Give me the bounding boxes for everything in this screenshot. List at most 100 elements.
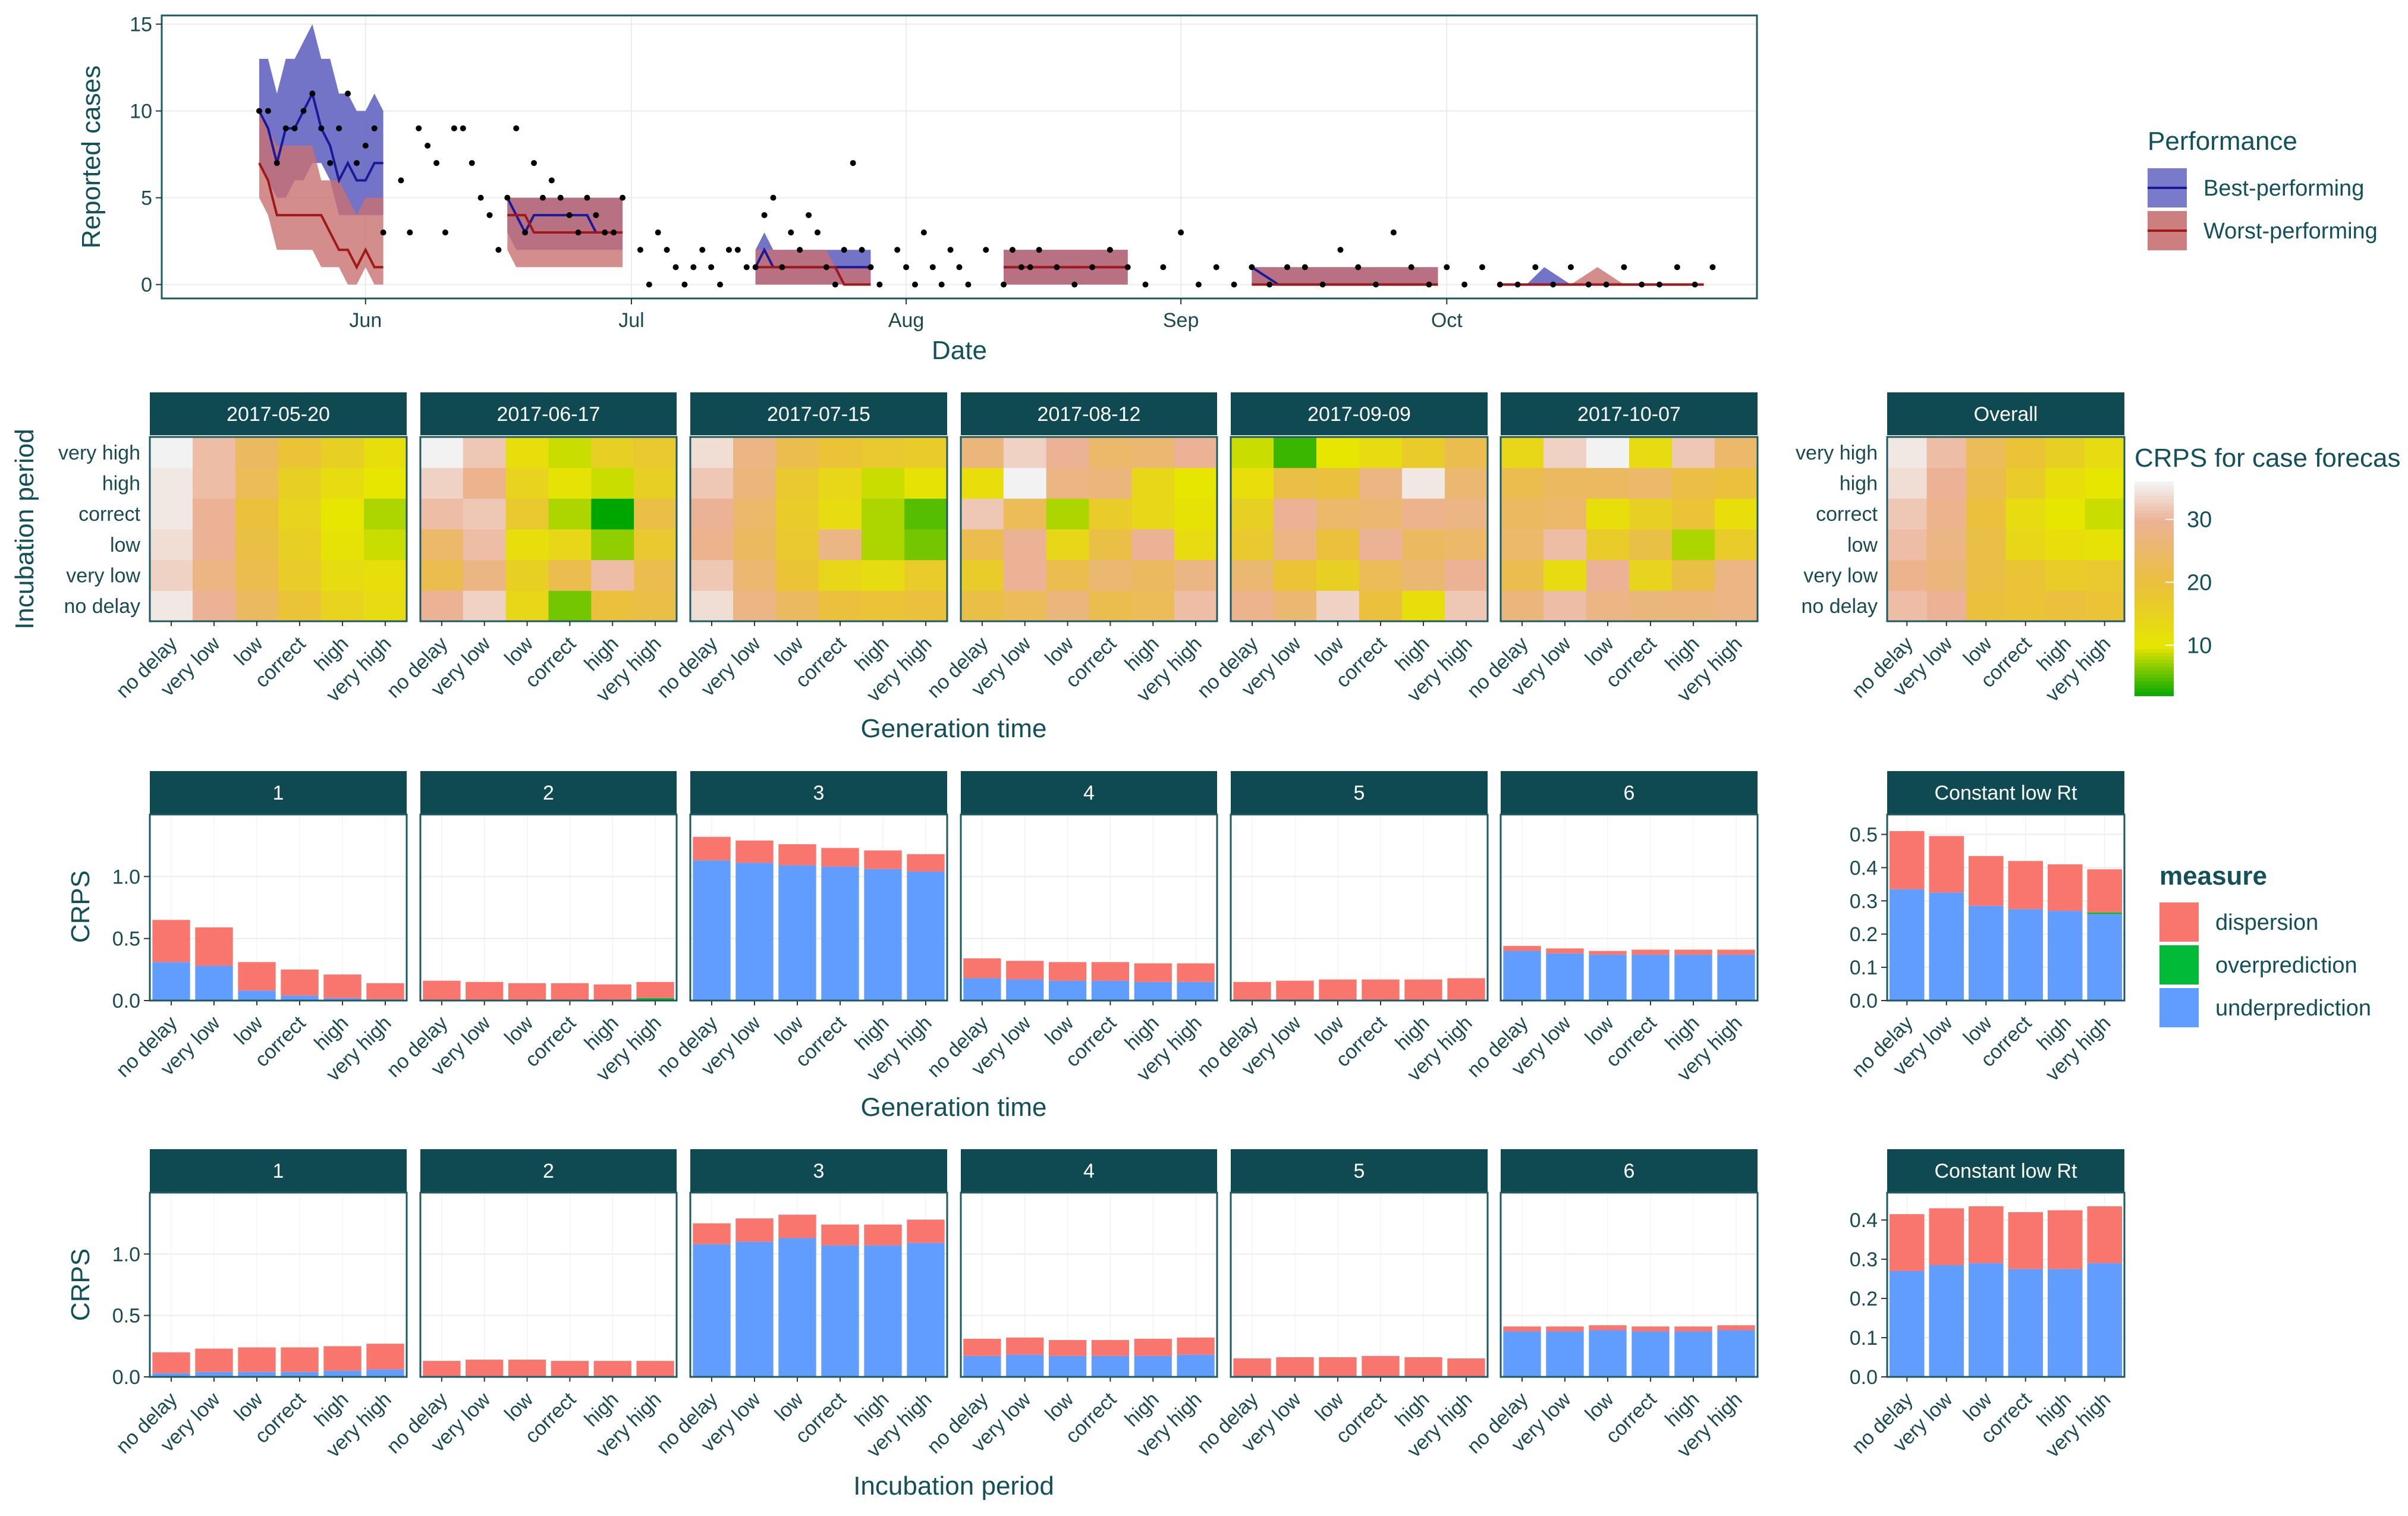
panel-border [689, 436, 948, 622]
heatmap-cell [2005, 590, 2046, 622]
heatmap-cell [1046, 529, 1089, 561]
dispersion-bar [423, 1361, 461, 1377]
y-tick-label: 15 [130, 14, 152, 36]
heatmap-cell [505, 529, 549, 561]
y-tick-label: 0.4 [1850, 1209, 1878, 1232]
heatmap-cell [1316, 529, 1360, 561]
y-tick-label: 0.5 [1850, 824, 1878, 847]
colorbar-segment [2134, 631, 2174, 636]
heatmap-cell [2085, 437, 2125, 468]
observed-point [876, 281, 883, 288]
heatmap-cell [1629, 498, 1673, 530]
colorbar-segment [2134, 585, 2174, 589]
heatmap-cell [1926, 529, 1967, 561]
y-tick-label: no delay [64, 595, 140, 618]
heatmap-cell [1274, 437, 1317, 468]
heatmap-cell [1089, 498, 1132, 530]
heatmap-cell [862, 437, 905, 468]
dispersion-bar [963, 1338, 1001, 1356]
facet-strip-label: 1 [273, 782, 284, 804]
dispersion-bar [907, 854, 945, 872]
y-tick-label: 0.0 [112, 990, 140, 1012]
x-axis-title: Generation time [860, 1093, 1046, 1122]
heatmap-cell [733, 529, 777, 561]
dispersion-bar [366, 1344, 404, 1370]
colorbar-segment [2134, 596, 2174, 600]
heatmap-cell [591, 437, 634, 468]
observed-point [336, 125, 342, 131]
observed-point [983, 247, 989, 253]
colorbar-segment [2134, 614, 2174, 618]
heatmap-cell [1586, 529, 1630, 561]
observed-point [894, 247, 901, 253]
heatmap-cell [1445, 467, 1488, 499]
dispersion-bar [1717, 949, 1755, 955]
observed-point [1621, 264, 1627, 271]
legend-label: Worst-performing [2203, 219, 2378, 244]
heatmap-cell [1445, 498, 1488, 530]
dispersion-bar [1404, 1357, 1442, 1377]
heatmap-cell [278, 529, 322, 561]
observed-point [1178, 229, 1184, 236]
heatmap-cell [1174, 559, 1218, 591]
colorbar-segment [2134, 599, 2174, 603]
underprediction-bar [1631, 954, 1670, 1001]
observed-point [1071, 281, 1078, 288]
observed-point [1302, 264, 1308, 271]
dispersion-bar [2087, 869, 2123, 913]
observed-point [1532, 264, 1539, 271]
heatmap-cell [2085, 559, 2125, 591]
heatmap-cell [1174, 437, 1218, 468]
observed-point [1213, 264, 1219, 271]
panel-border [960, 1191, 1218, 1378]
underprediction-bar [693, 1244, 731, 1377]
heatmap-cell [235, 529, 279, 561]
heatmap-cell [1445, 437, 1488, 468]
heatmap-cell [819, 529, 862, 561]
dispersion-bar [735, 1218, 774, 1242]
y-tick-label: low [110, 534, 140, 556]
y-tick-label: no delay [1801, 595, 1878, 618]
heatmap-cell [321, 467, 364, 499]
y-tick-label: 0.1 [1850, 1327, 1878, 1350]
legend-label: overprediction [2215, 953, 2357, 978]
underprediction-bar [1006, 979, 1044, 1001]
heatmap-row: 2017-05-20 no delay very low low correct high… [10, 392, 2401, 743]
facet-strip [150, 1149, 407, 1192]
facet-strip [690, 771, 947, 814]
observed-point [274, 160, 280, 166]
observed-point [611, 229, 617, 236]
dispersion-bar [366, 983, 404, 999]
heatmap-cell [420, 559, 464, 591]
dispersion-bar [152, 920, 190, 963]
colorbar-segment [2134, 621, 2174, 625]
heatmap-cell [1316, 559, 1360, 591]
observed-point [1036, 247, 1042, 253]
heatmap-cell [364, 467, 407, 499]
legend-title: Performance [2148, 127, 2297, 156]
legend-title: measure [2159, 861, 2267, 891]
heatmap-cell [193, 559, 236, 591]
underprediction-bar [323, 1370, 361, 1377]
observed-point [1249, 264, 1255, 271]
heatmap-cell [1672, 590, 1715, 622]
observed-point [725, 247, 732, 253]
heatmap-cell [321, 559, 364, 591]
heatmap-cell [904, 590, 948, 622]
heatmap-cell [1586, 437, 1630, 468]
facet-strip [1231, 392, 1488, 435]
y-tick-label: 5 [141, 187, 152, 210]
heatmap-cell [1131, 529, 1175, 561]
heatmap-cell [2045, 559, 2085, 591]
dispersion-bar [821, 1224, 859, 1245]
heatmap-cell [2005, 498, 2046, 530]
heatmap-cell [1543, 437, 1587, 468]
underprediction-bar [693, 860, 731, 1001]
colorbar-segment [2134, 606, 2174, 611]
colorbar-segment [2134, 521, 2174, 525]
colorbar-segment [2134, 624, 2174, 628]
dispersion-bar [508, 1360, 546, 1377]
dispersion-bar [1048, 962, 1087, 981]
dispersion-bar [1134, 963, 1172, 982]
dispersion-bar [693, 1223, 731, 1244]
